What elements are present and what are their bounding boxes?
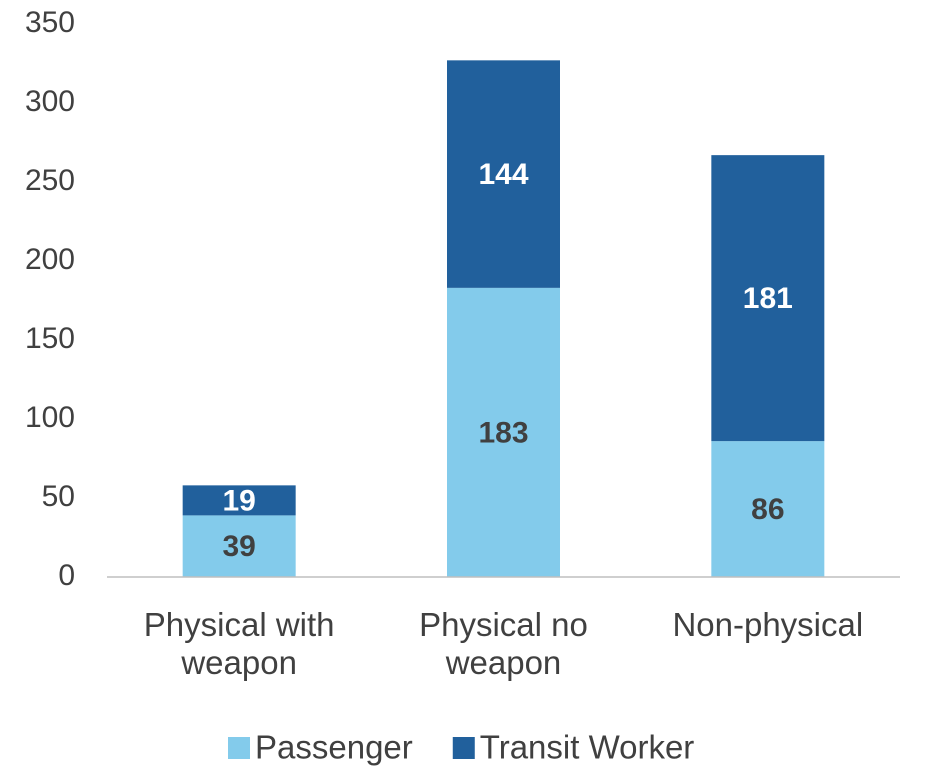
y-tick-label: 200	[25, 243, 75, 276]
bar-segment	[182, 485, 296, 516]
bar-segment	[711, 441, 825, 577]
legend-label: Passenger	[255, 729, 413, 766]
bar-segment	[182, 515, 296, 577]
legend-label: Transit Worker	[480, 729, 695, 766]
y-tick-label: 0	[58, 559, 75, 592]
x-tick-label-box: Physical no weapon	[419, 606, 588, 681]
y-tick-label: 150	[25, 322, 75, 355]
y-tick-label: 50	[42, 480, 75, 513]
legend-swatch	[452, 737, 475, 759]
y-tick-label: 250	[25, 164, 75, 197]
data-label: 39	[222, 530, 255, 563]
x-tick-label-box: Physical with weapon	[143, 606, 335, 681]
data-label: 183	[478, 416, 528, 449]
x-tick-label-box: Non-physical	[672, 606, 864, 643]
x-tick-label: Physical with weapon	[143, 606, 335, 681]
bar-segment	[447, 287, 560, 577]
data-label: 19	[222, 484, 255, 517]
bar-segment	[447, 60, 560, 288]
y-tick-label: 100	[25, 401, 75, 434]
data-label: 86	[751, 493, 784, 526]
bar-segment	[711, 155, 825, 442]
data-label: 144	[478, 158, 528, 191]
data-label: 181	[743, 282, 793, 315]
y-tick-label: 300	[25, 85, 75, 118]
legend-swatch	[228, 737, 250, 759]
x-tick-label: Physical no weapon	[419, 606, 588, 681]
y-tick-label: 350	[25, 6, 75, 39]
x-tick-label: Non-physical	[672, 606, 864, 643]
